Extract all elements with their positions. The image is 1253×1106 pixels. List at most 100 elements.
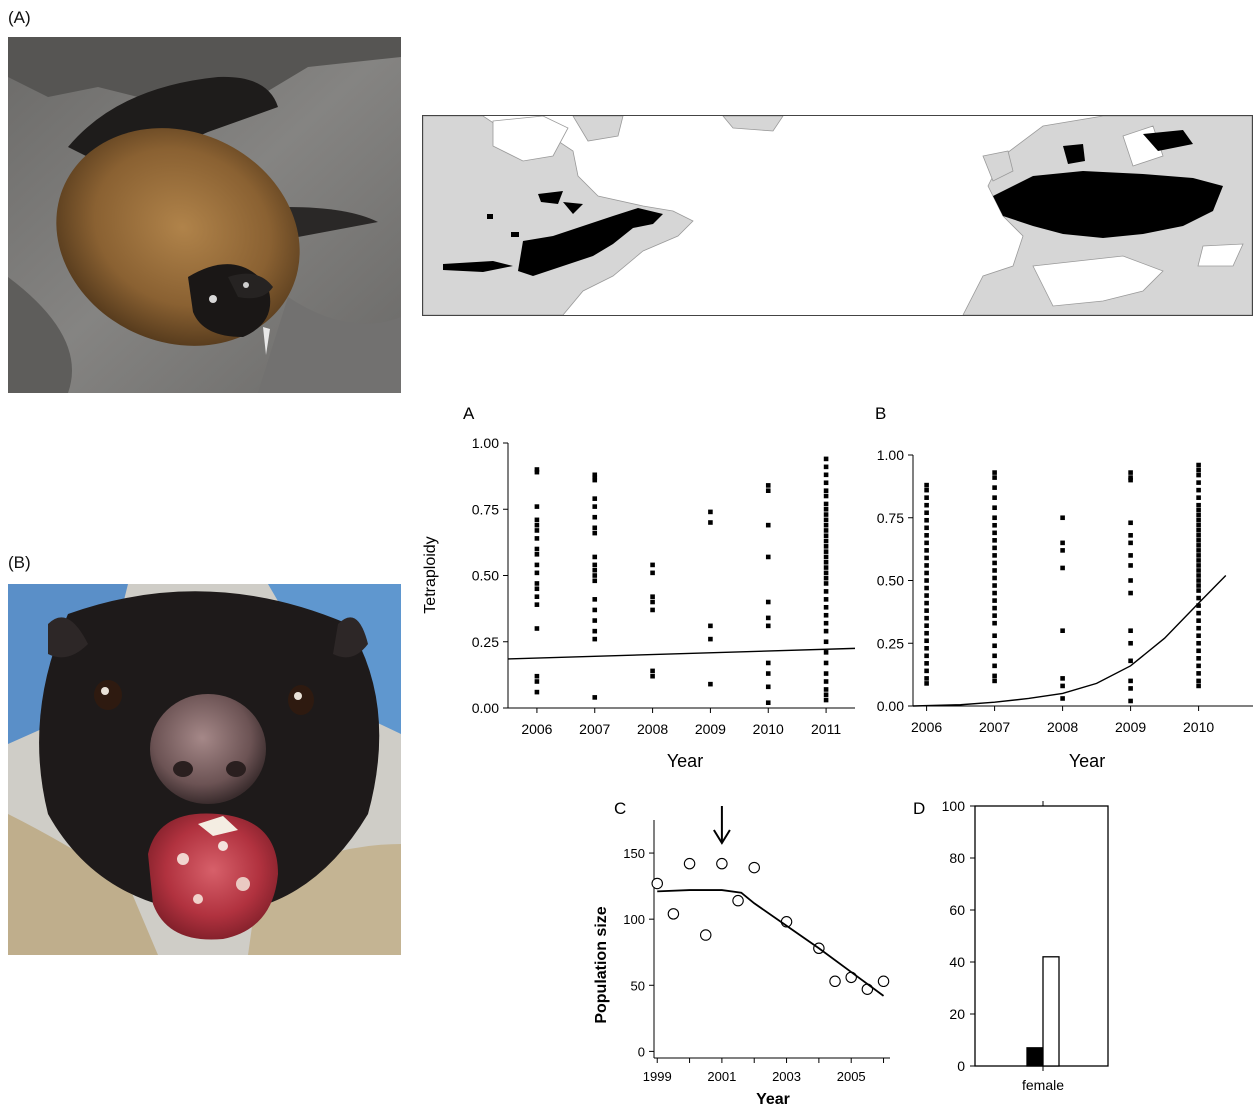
data-point: [1128, 470, 1133, 475]
trend-line: [657, 889, 885, 997]
y-tick-label: 0: [957, 1058, 965, 1074]
data-point: [992, 605, 997, 611]
x-tick-label: 2008: [1047, 719, 1078, 735]
chart-a-plot-area: 0.00 0.25 0.50 0.75 1.00 2006 2007 2008 2009 2010…: [472, 435, 856, 737]
data-point: [1196, 633, 1201, 639]
data-point: [1060, 628, 1065, 633]
x-tick-label: 2006: [521, 721, 552, 737]
data-point: [1128, 540, 1133, 546]
data-point: [823, 506, 829, 512]
data-point: [1128, 520, 1133, 526]
data-point: [1196, 528, 1201, 533]
data-point: [765, 615, 771, 621]
chart-b: B 0.00 0.25 0.50 0.75 1.00 2006 2007 2008 2009 20…: [875, 404, 1253, 771]
data-point: [924, 676, 929, 681]
x-tick-label: 2007: [979, 719, 1010, 735]
chart-b-xlabel: Year: [1069, 751, 1105, 771]
data-point: [1196, 671, 1201, 676]
data-point: [650, 668, 655, 674]
x-tick-label: 1999: [643, 1069, 672, 1084]
data-point: [1196, 588, 1201, 593]
x-tick-label: 2010: [753, 721, 784, 737]
data-point: [992, 653, 997, 659]
data-point: [823, 472, 829, 478]
chart-c-xlabel: Year: [756, 1091, 790, 1106]
data-point: [699, 929, 712, 941]
y-tick-label: 20: [949, 1006, 965, 1022]
data-point: [823, 559, 829, 565]
data-point: [748, 861, 760, 874]
data-point: [823, 697, 829, 703]
data-point: [1196, 640, 1201, 646]
data-point: [823, 687, 829, 692]
data-point: [992, 495, 997, 500]
x-tick-label: 2009: [1115, 719, 1146, 735]
data-point: [924, 653, 929, 659]
data-point: [1196, 543, 1201, 548]
y-tick-label: 0.75: [472, 501, 499, 517]
data-point: [1196, 663, 1201, 669]
data-point: [534, 522, 540, 528]
data-point: [765, 599, 771, 605]
data-point: [592, 607, 598, 613]
data-point: [877, 975, 890, 988]
y-tick-label: 60: [949, 902, 965, 918]
data-point: [592, 578, 598, 584]
y-tick-label: 0.75: [877, 510, 904, 526]
data-point: [1196, 512, 1201, 518]
chart-a-xlabel: Year: [667, 751, 703, 771]
data-point: [823, 565, 829, 570]
data-point: [592, 514, 598, 520]
data-point: [992, 583, 997, 588]
data-point: [823, 679, 829, 684]
data-point: [1060, 540, 1065, 546]
data-point: [534, 517, 540, 523]
data-point: [534, 586, 540, 592]
data-point: [1196, 467, 1201, 473]
data-point: [592, 636, 598, 642]
data-point: [708, 636, 713, 642]
data-point: [1128, 553, 1133, 558]
y-tick-label: 80: [949, 850, 965, 866]
data-point: [1060, 683, 1065, 689]
data-point: [823, 628, 829, 634]
data-point: [992, 620, 997, 626]
x-tick-label: 2008: [637, 721, 668, 737]
data-point: [1196, 683, 1201, 689]
data-point: [1196, 507, 1201, 513]
data-point: [992, 575, 997, 581]
data-point: [1196, 618, 1201, 623]
chart-c-ylabel: Population size: [593, 906, 610, 1023]
data-point: [924, 593, 929, 598]
data-point: [1128, 678, 1133, 684]
data-point: [924, 608, 929, 613]
data-point: [992, 643, 997, 649]
data-point: [829, 975, 841, 988]
data-point: [534, 546, 540, 552]
data-point: [924, 668, 929, 674]
chart-d-panel-label: D: [913, 799, 925, 818]
data-point: [823, 544, 829, 549]
data-point: [924, 487, 929, 493]
data-point: [650, 562, 655, 568]
data-point: [1128, 563, 1133, 568]
bat-photo: [8, 37, 401, 393]
data-point: [534, 552, 540, 557]
data-point: [823, 493, 829, 499]
data-point: [1196, 538, 1201, 543]
data-point: [765, 483, 771, 488]
data-point: [1196, 678, 1201, 684]
data-point: [1128, 475, 1133, 480]
data-point: [534, 594, 540, 599]
data-point: [1196, 480, 1201, 485]
data-point: [992, 613, 997, 618]
data-point: [992, 663, 997, 669]
x-tick-label: 2007: [579, 721, 610, 737]
data-point: [592, 597, 598, 602]
data-point: [708, 623, 713, 629]
data-point: [592, 504, 598, 509]
y-tick-label: 0.00: [877, 698, 904, 714]
data-point: [650, 594, 655, 599]
data-point: [1196, 487, 1201, 493]
data-point: [924, 615, 929, 621]
